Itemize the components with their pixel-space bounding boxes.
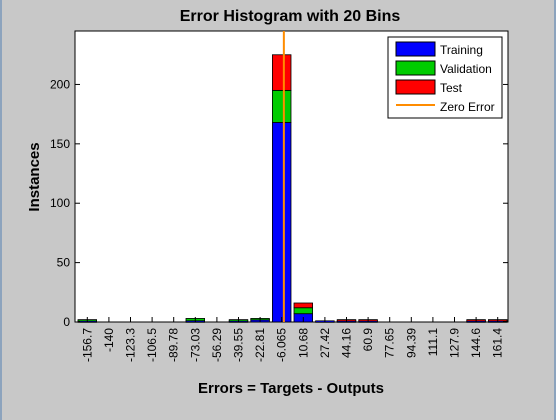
- x-tick-label: -6.065: [275, 328, 289, 362]
- y-ticks-layer: 0 50 100 150 200: [50, 77, 508, 329]
- x-tick-label: 127.9: [448, 328, 462, 358]
- y-tick-label: 0: [63, 315, 70, 329]
- legend-label-validation: Validation: [440, 62, 492, 76]
- y-tick-label: 200: [50, 77, 70, 91]
- legend-swatch-validation: [395, 60, 436, 76]
- x-tick-label: -56.29: [210, 328, 224, 362]
- bar-test-bin-11: [293, 302, 314, 309]
- x-tick-label: -106.5: [145, 328, 159, 362]
- bar-validation-bin-10: [271, 89, 292, 123]
- x-tick-label: -123.3: [124, 328, 138, 362]
- bar-test-bin-10: [271, 54, 292, 91]
- x-tick-label: 94.39: [404, 328, 418, 358]
- x-axis-label: Errors = Targets - Outputs: [198, 380, 384, 397]
- x-tick-label: 44.16: [340, 328, 354, 358]
- x-tick-label: -89.78: [167, 328, 181, 362]
- y-tick-label: 100: [50, 196, 70, 210]
- x-tick-label: 161.4: [491, 328, 505, 358]
- legend-label-test: Test: [440, 81, 463, 95]
- x-tick-label: -140: [102, 328, 116, 352]
- legend-swatch-test: [395, 79, 436, 95]
- x-ticks-layer: -156.7 -140 -123.3 -106.5 -89.78 -73.03 -56.29…: [80, 317, 505, 362]
- x-tick-label: 27.42: [318, 328, 332, 358]
- x-tick-label: -73.03: [188, 328, 202, 362]
- y-axis-label: Instances: [26, 142, 43, 211]
- y-tick-label: 150: [50, 137, 70, 151]
- y-tick-label: 50: [57, 256, 71, 270]
- chart-title: Error Histogram with 20 Bins: [180, 8, 401, 25]
- legend-label-training: Training: [440, 43, 483, 57]
- bar-validation-bin-11: [293, 307, 314, 315]
- x-tick-label: 111.1: [426, 328, 440, 357]
- x-tick-label: 144.6: [469, 328, 483, 358]
- x-tick-label: 60.9: [361, 328, 375, 352]
- x-tick-label: -22.81: [253, 328, 267, 362]
- x-tick-label: -39.55: [232, 328, 246, 362]
- legend-swatch-training: [395, 41, 436, 57]
- legend-label-zero-error: Zero Error: [440, 100, 495, 114]
- x-tick-label: -156.7: [80, 328, 94, 362]
- x-tick-label: 77.65: [383, 328, 397, 358]
- legend: Training Validation Test Zero Error: [387, 36, 503, 119]
- bar-training-bin-10: [271, 122, 292, 323]
- x-tick-label: 10.68: [296, 328, 310, 358]
